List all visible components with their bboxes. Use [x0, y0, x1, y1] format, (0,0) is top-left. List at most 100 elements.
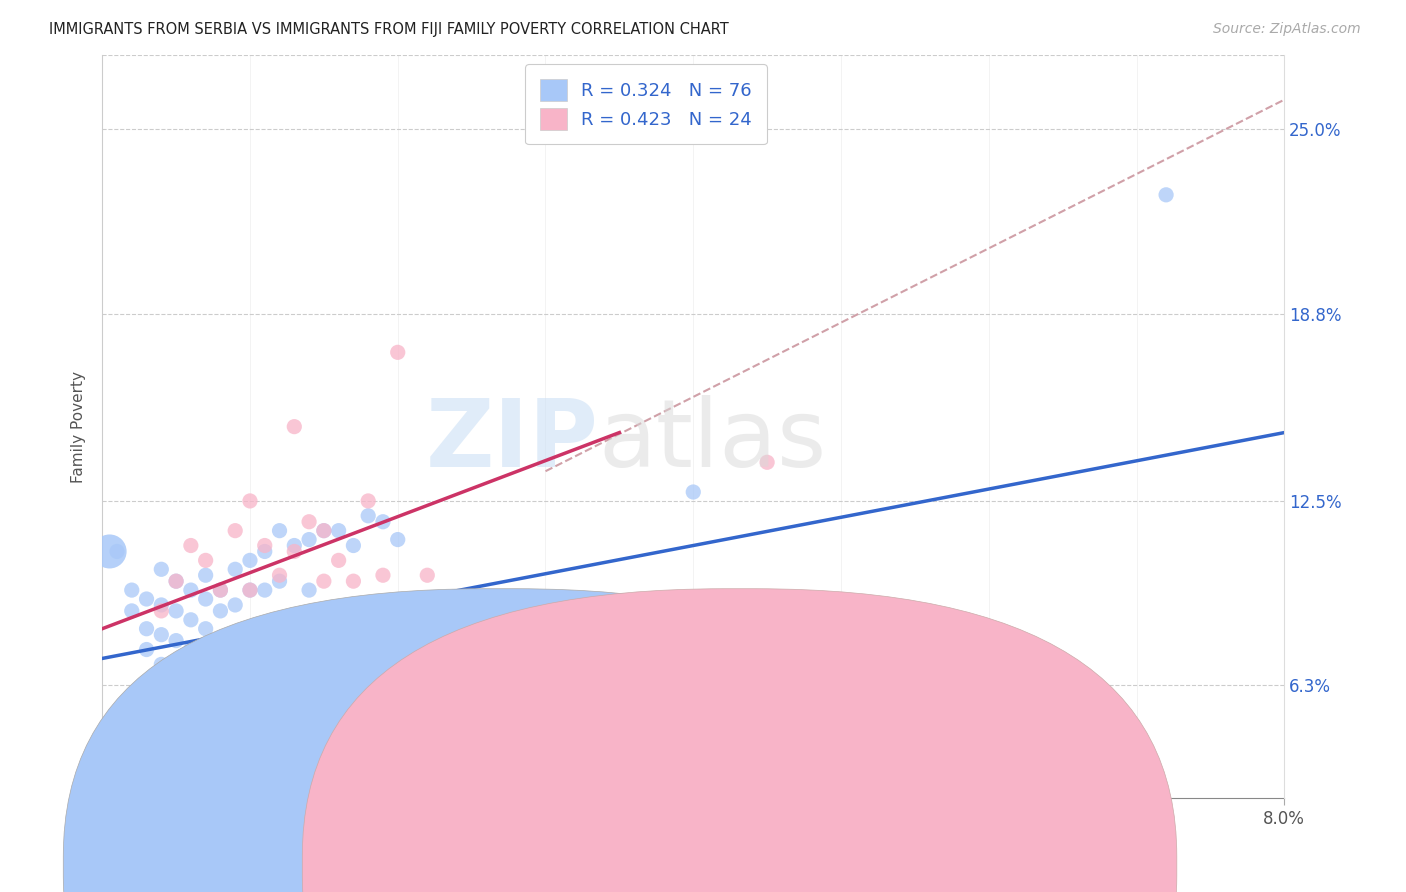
Point [135, 592, 157, 607]
Point [150, 562, 173, 576]
Point [416, 642, 439, 657]
Point [283, 539, 305, 553]
Point [239, 687, 262, 701]
Point [239, 622, 262, 636]
Point [609, 711, 631, 725]
Point [387, 533, 409, 547]
Point [342, 622, 364, 636]
Point [298, 515, 321, 529]
Point [209, 693, 232, 707]
Point [534, 672, 557, 686]
Point [209, 583, 232, 598]
Point [239, 494, 262, 508]
Point [194, 553, 217, 567]
Text: atlas: atlas [599, 395, 827, 488]
Point [460, 687, 482, 701]
Point [150, 598, 173, 612]
Point [150, 657, 173, 672]
Point [224, 633, 246, 648]
Text: Immigrants from Fiji: Immigrants from Fiji [773, 855, 927, 870]
Point [239, 553, 262, 567]
Point [165, 664, 187, 678]
Point [1154, 187, 1177, 202]
Point [239, 583, 262, 598]
Point [165, 633, 187, 648]
Point [224, 598, 246, 612]
Point [269, 633, 291, 648]
Y-axis label: Family Poverty: Family Poverty [72, 371, 86, 483]
Point [224, 524, 246, 538]
Text: IMMIGRANTS FROM SERBIA VS IMMIGRANTS FROM FIJI FAMILY POVERTY CORRELATION CHART: IMMIGRANTS FROM SERBIA VS IMMIGRANTS FRO… [49, 22, 728, 37]
Point [756, 455, 779, 469]
Point [446, 651, 468, 665]
Point [298, 664, 321, 678]
Text: Immigrants from Serbia: Immigrants from Serbia [534, 855, 716, 870]
Point [283, 622, 305, 636]
Point [239, 583, 262, 598]
Point [209, 664, 232, 678]
Point [253, 539, 276, 553]
Point [904, 711, 927, 725]
Point [150, 604, 173, 618]
Point [430, 672, 453, 686]
Point [505, 711, 527, 725]
Point [165, 702, 187, 716]
Point [194, 711, 217, 725]
Point [371, 568, 394, 582]
Point [253, 544, 276, 558]
Point [682, 485, 704, 500]
Point [312, 524, 335, 538]
Point [328, 524, 350, 538]
Point [269, 568, 291, 582]
Point [269, 524, 291, 538]
Point [150, 628, 173, 642]
Point [194, 651, 217, 665]
Point [460, 711, 482, 725]
Point [269, 574, 291, 589]
Point [165, 687, 187, 701]
Point [505, 664, 527, 678]
Point [416, 568, 439, 582]
Point [283, 419, 305, 434]
Point [342, 539, 364, 553]
Point [312, 622, 335, 636]
Point [564, 657, 586, 672]
Point [224, 562, 246, 576]
Point [194, 681, 217, 695]
Point [98, 544, 121, 558]
Legend: R = 0.324   N = 76, R = 0.423   N = 24: R = 0.324 N = 76, R = 0.423 N = 24 [526, 64, 766, 145]
Point [312, 524, 335, 538]
Point [180, 539, 202, 553]
Point [135, 622, 157, 636]
Point [165, 574, 187, 589]
Text: Source: ZipAtlas.com: Source: ZipAtlas.com [1213, 22, 1361, 37]
Point [121, 604, 143, 618]
Point [253, 583, 276, 598]
Point [489, 664, 512, 678]
Point [180, 693, 202, 707]
Point [371, 642, 394, 657]
Point [209, 633, 232, 648]
Point [105, 544, 128, 558]
Point [224, 672, 246, 686]
Point [741, 752, 763, 766]
Point [121, 583, 143, 598]
Point [357, 494, 380, 508]
Point [209, 583, 232, 598]
Point [194, 592, 217, 607]
Point [312, 574, 335, 589]
Point [180, 672, 202, 686]
Point [165, 604, 187, 618]
Point [298, 533, 321, 547]
Point [209, 604, 232, 618]
Point [180, 642, 202, 657]
Point [342, 574, 364, 589]
Point [194, 568, 217, 582]
Point [180, 583, 202, 598]
Point [135, 642, 157, 657]
Point [165, 574, 187, 589]
Point [253, 651, 276, 665]
Point [357, 508, 380, 523]
Point [387, 345, 409, 359]
Point [298, 583, 321, 598]
